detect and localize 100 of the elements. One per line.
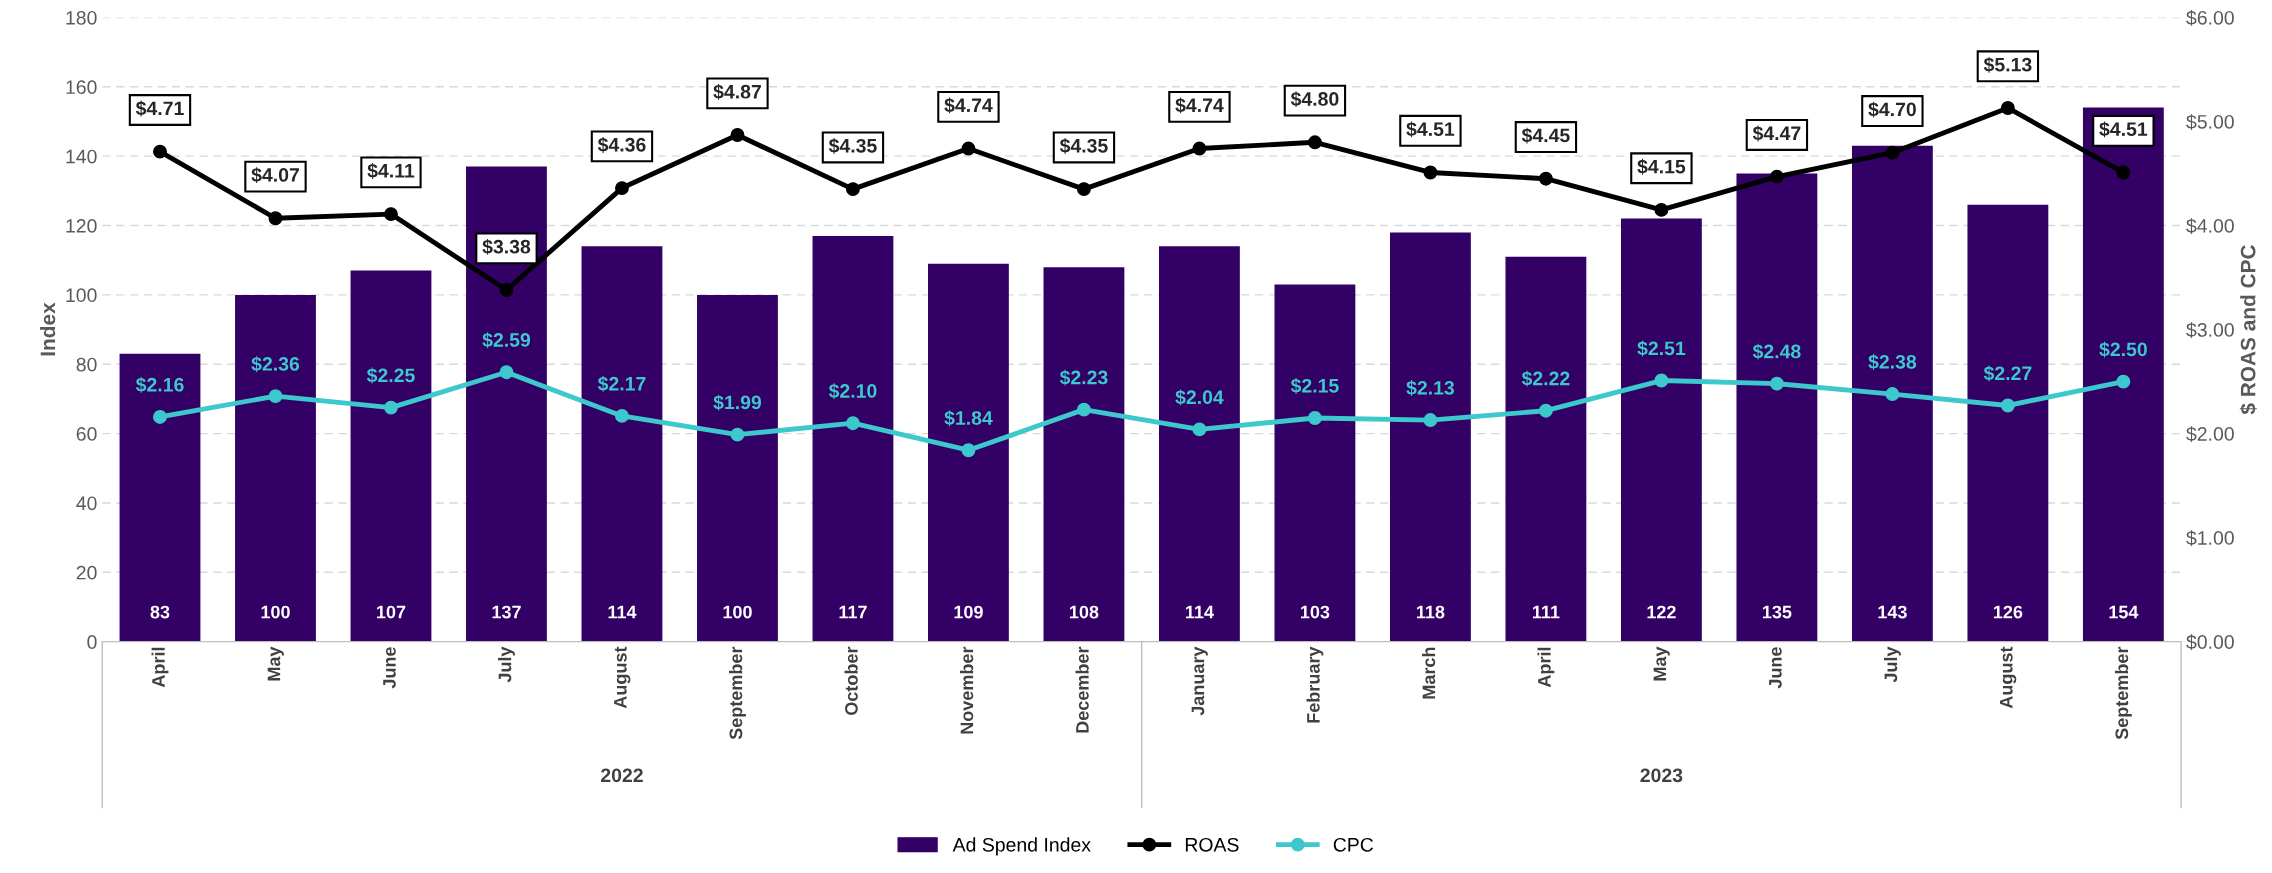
x-tick-label: February (1306, 646, 1324, 723)
data-label: $4.80 (1290, 91, 1339, 108)
data-label: $2.23 (1059, 369, 1108, 386)
point (1076, 182, 1091, 197)
point (730, 128, 745, 142)
data-label: 111 (1532, 605, 1560, 619)
data-label: 137 (492, 605, 521, 619)
data-label: $2.22 (1521, 370, 1570, 387)
x-tick-label: September (729, 646, 746, 740)
y2-tick-label: $1.00 (2186, 530, 2234, 547)
x-tick-label: April (151, 647, 169, 688)
y-tick-label: 100 (66, 288, 97, 303)
point (1538, 403, 1553, 418)
point (1307, 411, 1322, 425)
y-axis-title: Index (39, 302, 56, 356)
bar (581, 246, 663, 642)
y2-tick-label: $4.00 (2186, 218, 2234, 234)
y-tick-label: 160 (66, 80, 97, 95)
point (961, 141, 976, 156)
data-label: $5.13 (1983, 56, 2032, 73)
y2-tick-label: $3.00 (2186, 322, 2234, 338)
data-label: 109 (954, 605, 983, 619)
bar (1389, 232, 1471, 642)
x-tick-label: October (844, 646, 858, 715)
point (961, 443, 976, 458)
x-tick-label: June (1769, 647, 1782, 689)
x-tick-label: January (1191, 646, 1208, 716)
data-label: $2.15 (1290, 378, 1339, 394)
data-label: 100 (723, 605, 752, 619)
y-tick-label: 180 (66, 10, 97, 25)
bar (2082, 107, 2164, 642)
bar (1967, 204, 2049, 642)
point (2000, 101, 2015, 115)
data-label: $2.16 (135, 376, 184, 393)
x-tick-label: July (498, 646, 515, 683)
data-label: $4.47 (1752, 125, 1801, 142)
point (268, 211, 283, 226)
legend-label: CPC (1333, 837, 1374, 852)
point (153, 144, 167, 159)
point (153, 409, 167, 424)
y2-tick-label: $5.00 (2186, 114, 2234, 130)
data-label: $4.36 (597, 137, 646, 153)
data-label: 117 (839, 605, 867, 619)
point (1192, 422, 1207, 437)
data-label: $2.17 (597, 375, 646, 392)
data-label: $1.99 (713, 394, 762, 411)
data-label: $3.38 (482, 238, 531, 255)
point (1885, 387, 1900, 402)
data-label: $4.15 (1637, 158, 1686, 175)
x-tick-label: April (1537, 647, 1555, 688)
point (384, 207, 398, 222)
data-label: $2.50 (2099, 341, 2147, 358)
data-label: $4.11 (367, 163, 415, 179)
point (2116, 165, 2131, 180)
bar (928, 263, 1009, 642)
text: 2023 (1640, 768, 1683, 783)
data-label: $4.74 (944, 97, 993, 114)
data-label: $4.45 (1521, 127, 1570, 144)
data-label: 126 (1993, 605, 2023, 619)
point (1423, 413, 1438, 428)
data-label: $4.35 (828, 138, 877, 154)
data-label: 114 (1186, 605, 1214, 619)
y-tick-label: 120 (66, 218, 97, 233)
y-tick-label: 80 (76, 357, 97, 372)
x-tick-label: March (1422, 647, 1436, 699)
bar (1274, 284, 1356, 642)
bar (235, 294, 316, 642)
data-label: $4.07 (251, 167, 299, 184)
bar (1505, 256, 1587, 642)
point (615, 181, 629, 196)
legend-label: ROAS (1185, 837, 1239, 852)
data-label: $4.51 (1406, 121, 1455, 138)
data-label: 154 (2109, 605, 2139, 619)
data-label: 107 (377, 605, 406, 619)
y2-tick-label: $2.00 (2186, 426, 2234, 442)
data-label: 122 (1647, 605, 1676, 619)
point (1076, 402, 1091, 417)
x-tick-label: July (1883, 646, 1901, 683)
data-label: $2.48 (1752, 343, 1801, 360)
x-tick-label: September (2114, 646, 2132, 740)
data-label: $4.70 (1868, 101, 1916, 118)
legend-label: Ad Spend Index (952, 837, 1091, 856)
y-tick-label: 60 (76, 427, 97, 441)
x-tick-label: May (1653, 646, 1670, 681)
bar (1159, 246, 1240, 642)
y2-tick-label: $6.00 (2186, 10, 2234, 26)
x-tick-label: August (2000, 646, 2017, 709)
x-tick-label: December (1075, 646, 1089, 733)
x-tick-label: May (267, 646, 284, 681)
point (2000, 398, 2015, 413)
point (1769, 169, 1784, 184)
data-label: 100 (261, 605, 290, 619)
bar (1620, 218, 1702, 642)
data-label: $2.13 (1406, 380, 1455, 396)
data-label: $1.84 (944, 410, 993, 427)
data-label: $2.25 (366, 367, 415, 384)
bar (697, 294, 778, 642)
data-label: $4.51 (2099, 121, 2148, 138)
data-label: $2.59 (482, 332, 531, 349)
point (730, 427, 745, 442)
